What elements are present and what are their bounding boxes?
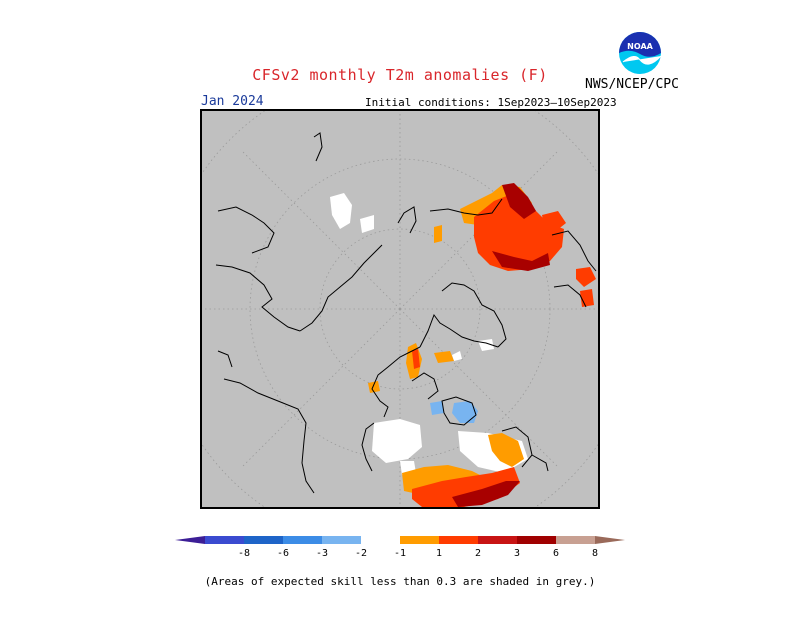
colorbar-tick-label: 8 bbox=[592, 548, 598, 559]
colorbar-segment bbox=[322, 536, 361, 544]
arctic-warm-patches bbox=[368, 343, 524, 467]
colorbar-tick-label: -3 bbox=[316, 548, 328, 559]
colorbar-tick-label: -6 bbox=[277, 548, 289, 559]
anomaly-map bbox=[200, 109, 600, 509]
target-month-label: Jan 2024 bbox=[201, 94, 264, 109]
colorbar-tick-label: 2 bbox=[475, 548, 481, 559]
anomaly-colorbar: -8 -6 -3 -2 -1 1 2 3 6 8 bbox=[175, 536, 625, 559]
noaa-logo: NOAA bbox=[619, 32, 662, 74]
colorbar-segment bbox=[478, 536, 517, 544]
colorbar-tick-label: -8 bbox=[238, 548, 250, 559]
skill-note: (Areas of expected skill less than 0.3 a… bbox=[204, 575, 596, 588]
chart-title: CFSv2 monthly T2m anomalies (F) bbox=[252, 66, 548, 84]
colorbar-arrow-left bbox=[175, 536, 205, 544]
noaa-logo-text: NOAA bbox=[627, 42, 653, 51]
coastlines bbox=[215, 132, 597, 494]
colorbar-arrow-right bbox=[595, 536, 625, 544]
colorbar-segment bbox=[517, 536, 556, 544]
colorbar-tick-label: 3 bbox=[514, 548, 520, 559]
colorbar-tick-label: 1 bbox=[436, 548, 442, 559]
colorbar-segment bbox=[283, 536, 322, 544]
colorbar-tick-label: 6 bbox=[553, 548, 559, 559]
colorbar-tick-label: -2 bbox=[355, 548, 367, 559]
polar-map-svg bbox=[202, 111, 598, 507]
colorbar-segment bbox=[244, 536, 283, 544]
colorbar-segment bbox=[400, 536, 439, 544]
canada-cold-region bbox=[430, 401, 478, 423]
colorbar-segment bbox=[361, 536, 400, 544]
colorbar-segment bbox=[439, 536, 478, 544]
colorbar-segment bbox=[556, 536, 595, 544]
colorbar-tick-label: -1 bbox=[394, 548, 406, 559]
north-america-warm-region bbox=[402, 465, 520, 507]
colorbar-segment bbox=[205, 536, 244, 544]
initial-conditions-label: Initial conditions: 1Sep2023—10Sep2023 bbox=[365, 96, 617, 109]
agency-label: NWS/NCEP/CPC bbox=[585, 77, 679, 92]
